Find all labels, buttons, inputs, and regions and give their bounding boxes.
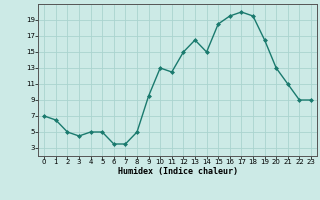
- X-axis label: Humidex (Indice chaleur): Humidex (Indice chaleur): [118, 167, 238, 176]
